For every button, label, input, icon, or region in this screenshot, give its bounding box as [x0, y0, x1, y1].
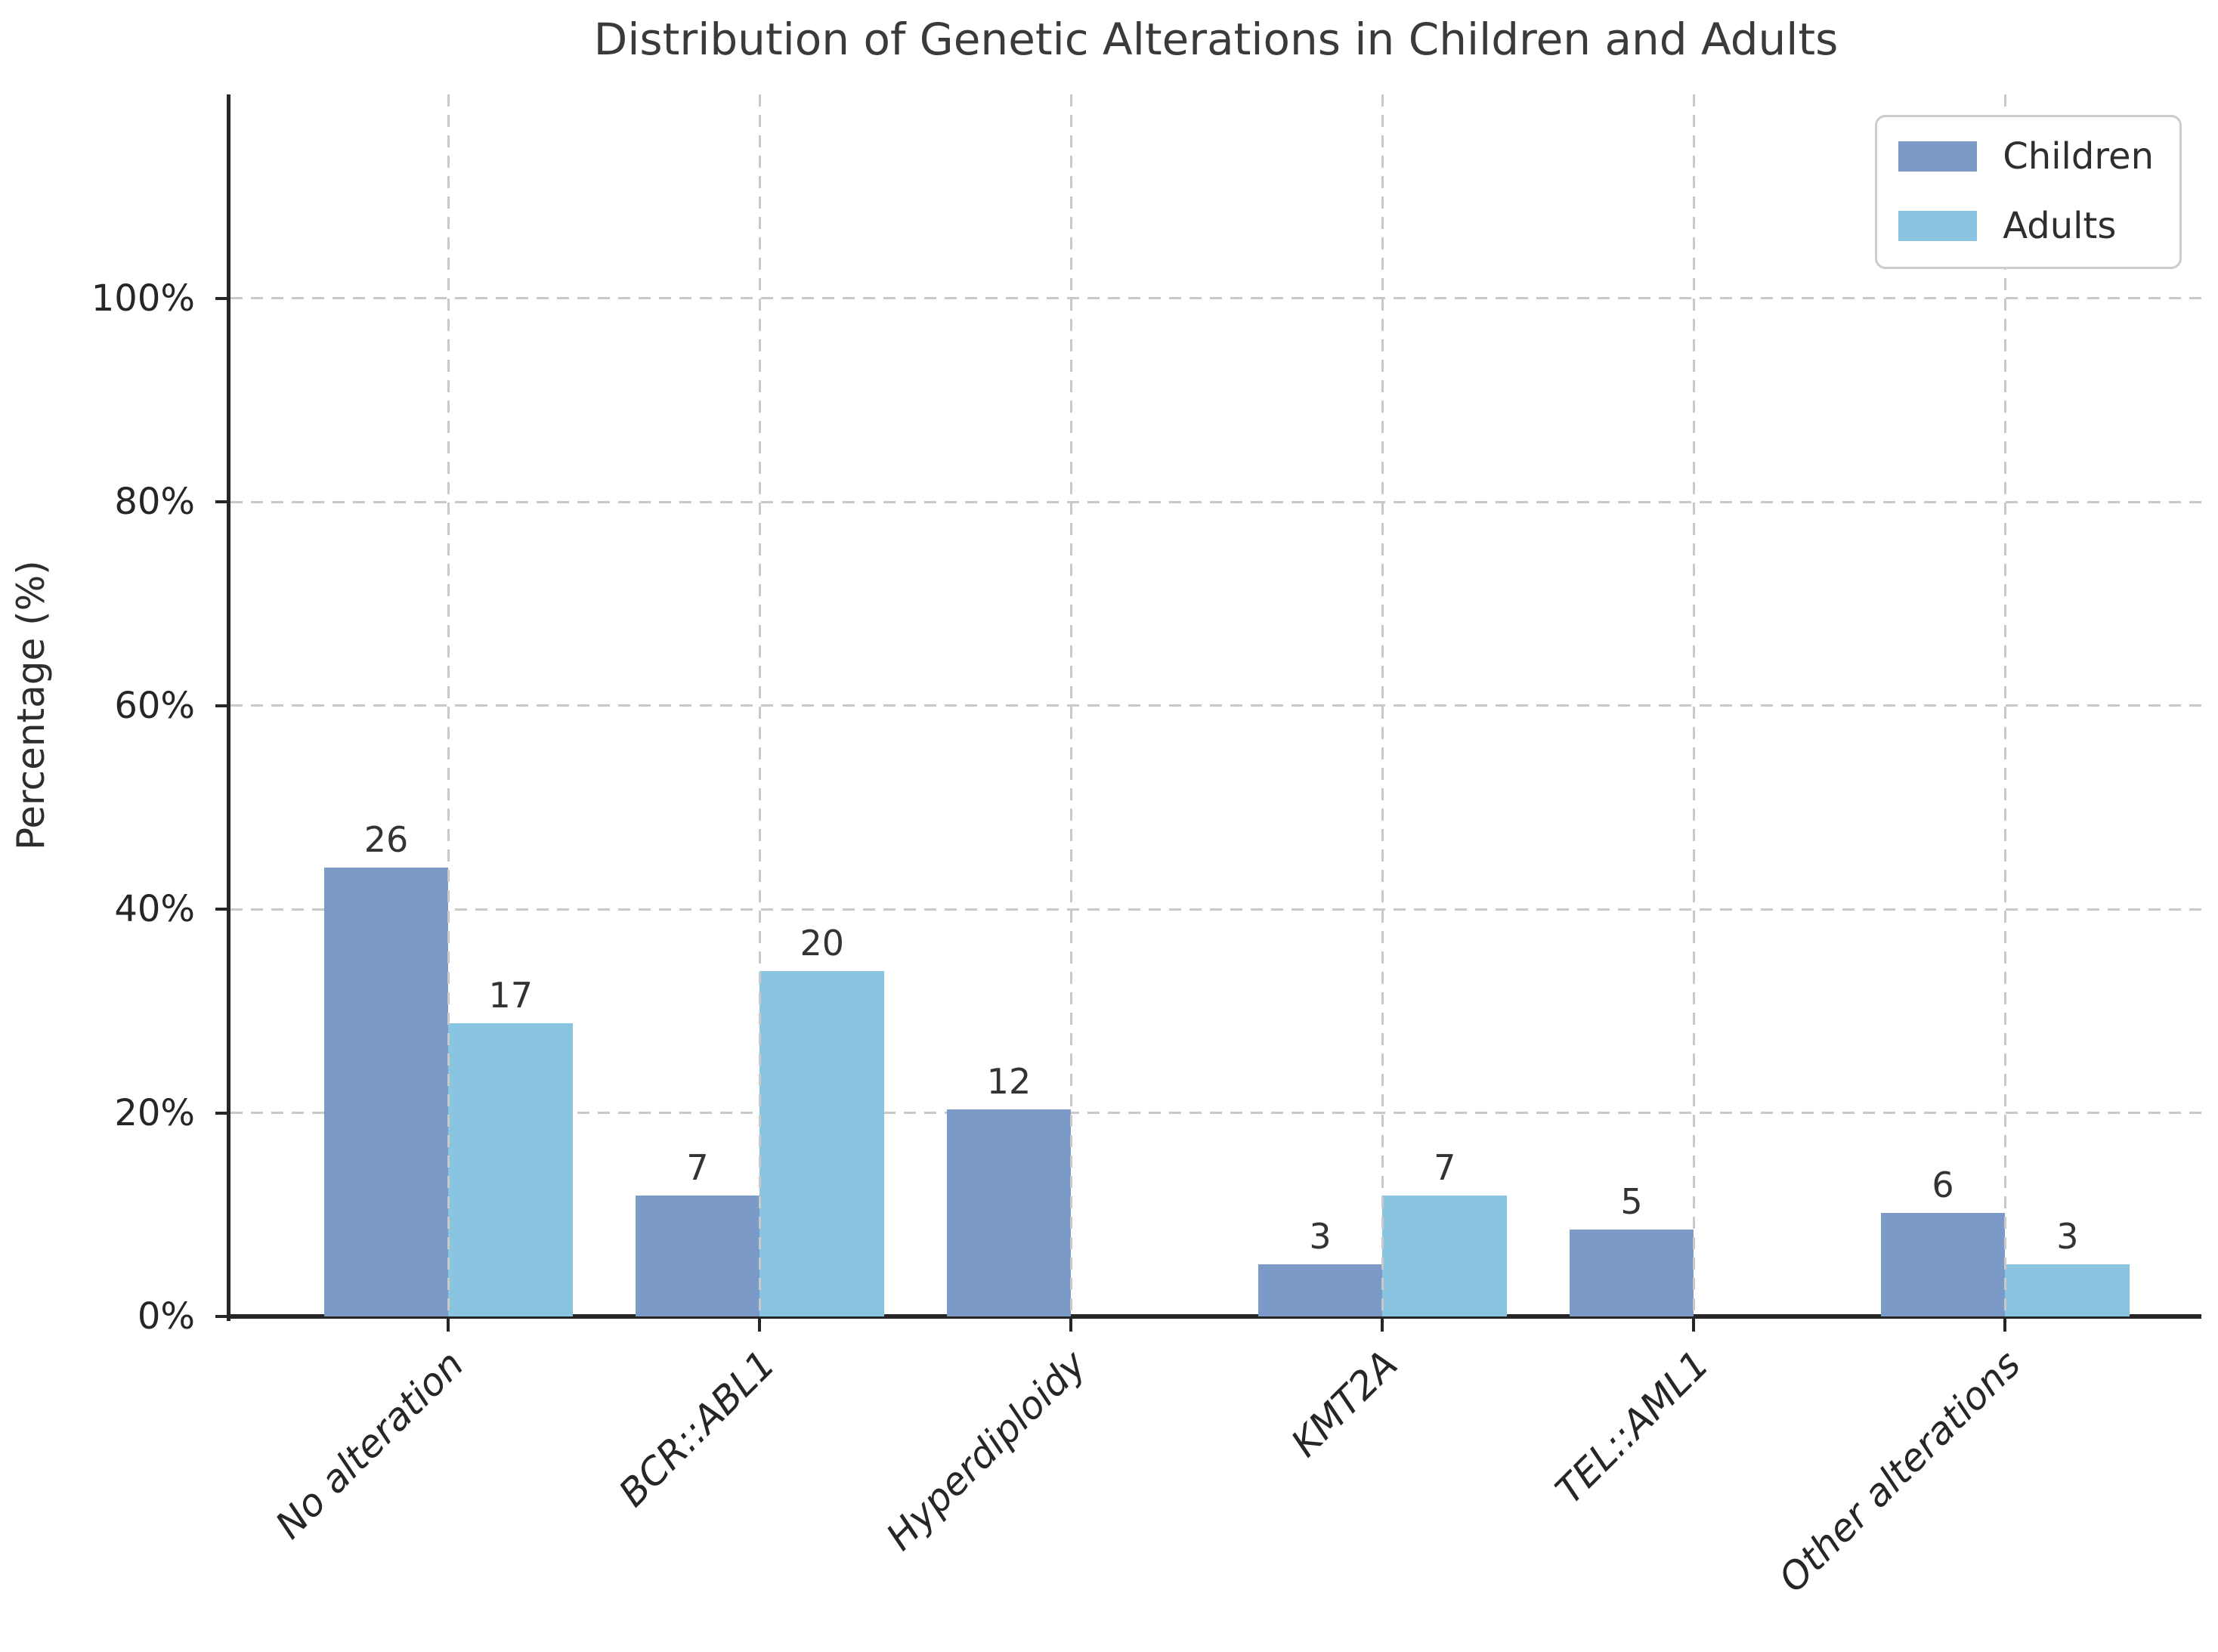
x-tick — [447, 1316, 450, 1332]
bar-adults-1 — [448, 1022, 574, 1316]
y-tick — [215, 296, 230, 300]
bar-value-label: 6 — [1932, 1164, 1954, 1205]
bar-value-label: 7 — [686, 1146, 709, 1188]
legend-swatch-adults — [1898, 211, 1978, 241]
x-tick — [1692, 1316, 1696, 1332]
chart-title: Distribution of Genetic Alterations in C… — [593, 14, 1839, 65]
gridline-horizontal — [230, 1112, 2201, 1114]
bar-adults-4 — [1382, 1195, 1508, 1316]
gridline-vertical — [758, 94, 761, 1316]
x-tick-label: Other alterations — [1770, 1342, 2029, 1601]
bar-children-6 — [1880, 1212, 2006, 1316]
legend-item-adults: Adults — [1898, 205, 2154, 247]
bar-adults-6 — [2005, 1264, 2130, 1316]
x-tick-label: BCR::ABL1 — [610, 1342, 784, 1515]
bar-value-label: 26 — [363, 818, 409, 860]
x-tick — [2003, 1316, 2007, 1332]
legend-label: Children — [2003, 135, 2154, 178]
y-tick — [215, 704, 230, 707]
y-tick-label: 100% — [91, 277, 195, 320]
gridline-horizontal — [230, 908, 2201, 911]
x-tick — [1069, 1316, 1073, 1332]
x-tick-label: No alteration — [267, 1342, 472, 1548]
bar-children-4 — [1257, 1264, 1383, 1316]
y-tick-label: 40% — [114, 888, 195, 930]
bar-children-5 — [1569, 1230, 1694, 1316]
y-tick-label: 20% — [114, 1091, 195, 1134]
y-tick-label: 0% — [137, 1295, 195, 1338]
bar-children-2 — [635, 1195, 760, 1316]
gridline-vertical — [447, 94, 450, 1316]
legend-swatch-children — [1898, 141, 1978, 172]
x-tick-label: KMT2A — [1282, 1342, 1406, 1465]
legend-label: Adults — [2003, 205, 2117, 247]
y-tick — [215, 1111, 230, 1115]
y-tick-label: 60% — [114, 684, 195, 727]
x-tick — [1381, 1316, 1384, 1332]
bar-value-label: 12 — [986, 1061, 1032, 1103]
y-tick — [215, 908, 230, 911]
bar-value-label: 3 — [1309, 1216, 1332, 1258]
legend: Children Adults — [1875, 115, 2182, 269]
y-tick — [215, 1315, 230, 1318]
x-tick-label: TEL::AML1 — [1547, 1342, 1718, 1513]
bar-value-label: 17 — [488, 974, 534, 1016]
bar-value-label: 3 — [2056, 1216, 2079, 1258]
gridline-vertical — [1381, 94, 1384, 1316]
gridline-vertical — [1692, 94, 1695, 1316]
legend-item-children: Children — [1898, 135, 2154, 178]
bar-value-label: 20 — [800, 923, 845, 964]
y-tick — [215, 500, 230, 503]
x-tick-label: Hyperdiploidy — [877, 1342, 1095, 1559]
bar-value-label: 5 — [1620, 1181, 1643, 1223]
gridline-vertical — [1069, 94, 1072, 1316]
y-tick-label: 80% — [114, 481, 195, 523]
gridline-vertical — [2003, 94, 2006, 1316]
x-tick — [758, 1316, 762, 1332]
bar-children-3 — [946, 1109, 1072, 1316]
bar-adults-2 — [759, 971, 885, 1316]
gridline-horizontal — [230, 297, 2201, 299]
bar-value-label: 7 — [1434, 1146, 1456, 1188]
gridline-horizontal — [230, 704, 2201, 707]
y-axis-spine — [227, 94, 230, 1321]
gridline-horizontal — [230, 500, 2201, 503]
x-axis-spine — [227, 1314, 2201, 1319]
bar-children-1 — [323, 867, 449, 1316]
